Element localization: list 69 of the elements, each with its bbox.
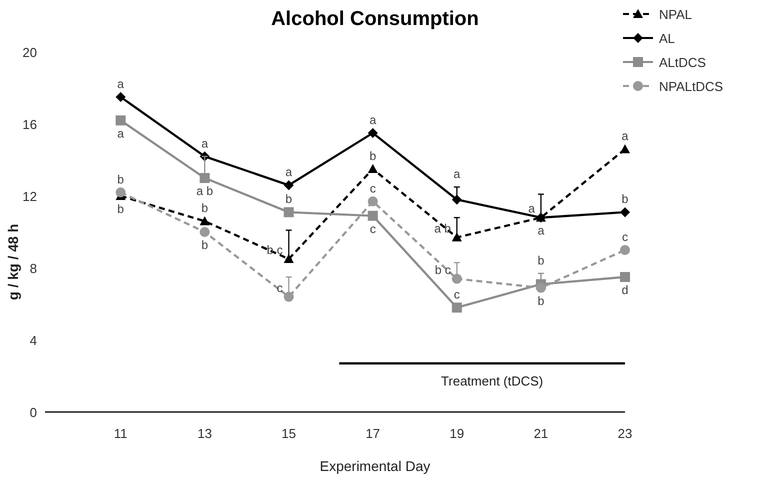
data-label: a (622, 129, 629, 144)
legend-label: NPAL (659, 7, 692, 22)
y-tick-label: 8 (30, 261, 37, 276)
data-label: a (117, 77, 124, 91)
y-tick-label: 4 (30, 333, 37, 348)
data-label: b c (266, 243, 283, 257)
point (452, 194, 462, 205)
point (368, 128, 378, 138)
point (368, 210, 378, 221)
y-axis-title: g / kg / 48 h (5, 224, 21, 300)
y-tick-label: 0 (30, 405, 37, 420)
x-axis-title: Experimental Day (320, 458, 430, 474)
data-label: a b (196, 184, 214, 198)
point (284, 180, 294, 190)
point (368, 196, 378, 206)
x-tick-label: 23 (618, 426, 632, 441)
point (536, 282, 546, 293)
data-label: c (454, 288, 460, 302)
point (284, 292, 294, 302)
chart-title: Alcohol Consumption (271, 8, 479, 30)
point (620, 144, 630, 154)
x-tick-label: 17 (366, 426, 380, 441)
data-label: a (117, 126, 124, 140)
point (452, 302, 462, 313)
data-label: c (370, 181, 376, 196)
point (620, 245, 630, 255)
data-label: b (622, 192, 629, 206)
data-label: c (276, 280, 283, 295)
point (116, 187, 126, 198)
legend-label: ALtDCS (659, 55, 706, 70)
data-label: b (117, 172, 124, 186)
data-label: a (201, 136, 208, 150)
data-label: d (622, 283, 628, 297)
data-label: a (369, 113, 376, 127)
point (116, 115, 126, 126)
legend-label: AL (659, 31, 675, 46)
data-label: b (538, 294, 545, 308)
data-label: c (370, 222, 376, 236)
data-label: b (117, 202, 124, 216)
point (200, 227, 210, 237)
y-tick-label: 12 (22, 189, 37, 204)
legend-label: NPALtDCS (659, 79, 724, 94)
x-tick-label: 19 (450, 426, 464, 441)
data-label: b (285, 192, 292, 206)
annotation: Treatment (tDCS) (441, 373, 544, 388)
point (200, 173, 210, 183)
x-tick-label: 15 (282, 426, 296, 441)
data-label: a (528, 202, 536, 216)
data-label: a (454, 167, 461, 181)
data-label: b (369, 149, 376, 163)
y-tick-label: 20 (22, 45, 37, 60)
data-label: a (538, 224, 545, 238)
y-tick-label: 16 (22, 117, 37, 132)
point (620, 272, 630, 282)
data-label: a (285, 165, 292, 180)
point (116, 92, 126, 102)
data-label: b (201, 201, 208, 216)
point (200, 216, 210, 226)
x-tick-label: 11 (114, 426, 128, 441)
data-label: b c (434, 262, 451, 277)
point (284, 207, 294, 218)
data-label: b (538, 253, 545, 268)
point (452, 274, 462, 284)
point (368, 164, 378, 173)
x-tick-label: 13 (197, 426, 212, 441)
data-label: c (622, 230, 628, 244)
point (620, 207, 630, 218)
data-label: b (201, 238, 208, 252)
x-tick-label: 21 (534, 426, 548, 441)
